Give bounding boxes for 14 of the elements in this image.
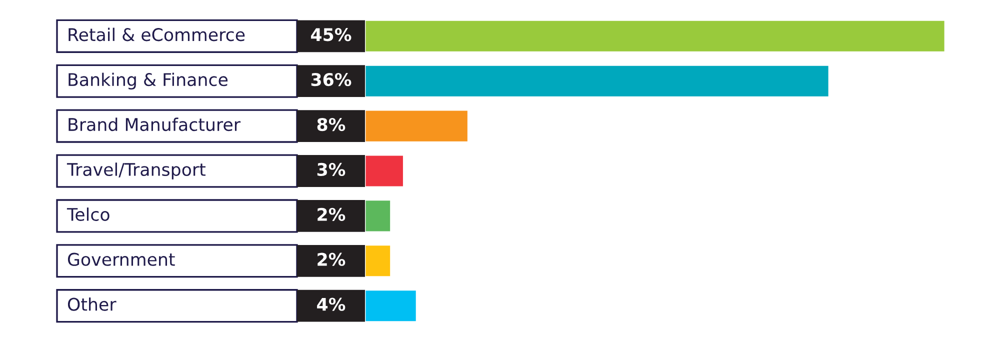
- y-tick-label: Government: [68, 252, 175, 266]
- y-tick-label: Other: [68, 297, 116, 311]
- data-label: 4%: [317, 298, 346, 311]
- y-tick-label: Banking & Finance: [68, 72, 228, 90]
- y-tick-label: Brand Manufacturer: [68, 118, 241, 132]
- data-label: 8%: [317, 118, 346, 132]
- data-label: 2%: [318, 252, 346, 266]
- y-tick-label: Telco: [66, 208, 110, 221]
- data-label: 2%: [318, 208, 346, 221]
- y-tick-label: Retail & eCommerce: [68, 28, 245, 42]
- data-label: 45%: [311, 28, 352, 42]
- data-label: 3%: [317, 162, 346, 176]
- y-tick-label: Travel/Transport: [66, 162, 206, 180]
- data-label: 36%: [311, 73, 352, 86]
